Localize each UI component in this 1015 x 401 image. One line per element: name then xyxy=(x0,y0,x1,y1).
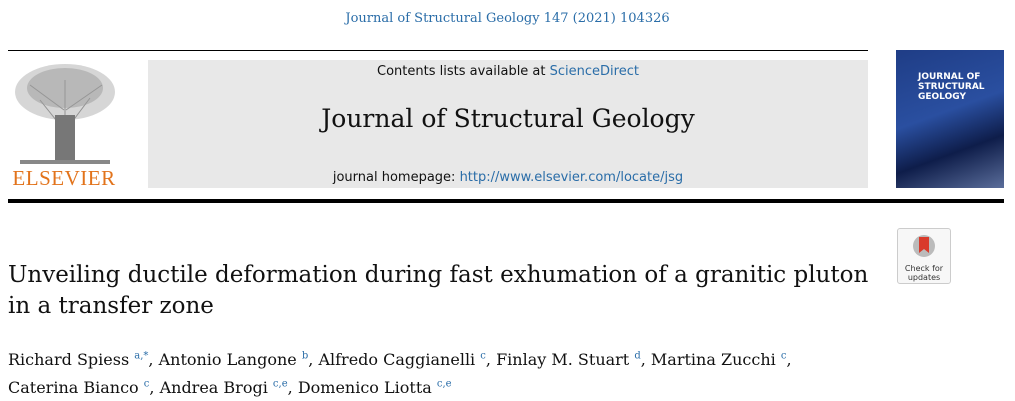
badge-icon xyxy=(913,235,935,257)
author: Richard Spiess a,*, xyxy=(8,350,153,369)
contents-line: Contents lists available at ScienceDirec… xyxy=(148,64,868,79)
rule xyxy=(8,199,1004,203)
cover-title-line: GEOLOGY xyxy=(918,92,966,102)
author: Martina Zucchi c, xyxy=(651,350,792,369)
check-for-updates[interactable]: Check for updates xyxy=(897,228,951,284)
author: Caterina Bianco c, xyxy=(8,378,154,397)
separator: , xyxy=(786,350,792,370)
journal-name[interactable]: Journal of Structural Geology xyxy=(321,104,695,133)
contents-label: Contents lists available at xyxy=(377,64,546,79)
homepage-link[interactable]: http://www.elsevier.com/locate/jsg xyxy=(459,170,684,185)
author-name[interactable]: Finlay M. Stuart xyxy=(496,350,630,370)
article-title: Unveiling ductile deformation during fas… xyxy=(8,262,869,319)
separator: , xyxy=(640,350,646,370)
author-name[interactable]: Martina Zucchi xyxy=(650,350,776,370)
affiliation-mark[interactable]: c xyxy=(780,351,787,362)
affiliation-mark[interactable]: b xyxy=(301,351,309,362)
author-list: Richard Spiess a,*, Antonio Langone b, A… xyxy=(8,345,908,400)
affiliation-mark[interactable]: c xyxy=(143,378,150,390)
badge-text: Check for updates xyxy=(898,264,950,282)
author: Domenico Liotta c,e xyxy=(298,378,452,397)
journal-cover[interactable]: JOURNAL OF STRUCTURAL GEOLOGY xyxy=(896,50,1004,188)
author-name[interactable]: Andrea Brogi xyxy=(159,377,268,397)
affiliation-mark[interactable]: c,e xyxy=(272,378,288,390)
author: Finlay M. Stuart d, xyxy=(496,350,646,369)
citation[interactable]: Journal of Structural Geology 147 (2021)… xyxy=(345,11,670,26)
author-name[interactable]: Alfredo Caggianelli xyxy=(318,350,476,370)
affiliation-mark[interactable]: c,e xyxy=(436,378,452,390)
cover-title-line: JOURNAL OF xyxy=(918,72,981,82)
separator: , xyxy=(149,377,155,397)
homepage-line: journal homepage: http://www.elsevier.co… xyxy=(148,170,868,185)
author-name[interactable]: Richard Spiess xyxy=(8,350,130,370)
publisher: ELSEVIER xyxy=(12,166,116,190)
author-name[interactable]: Caterina Bianco xyxy=(8,377,139,397)
affiliation-mark[interactable]: a,* xyxy=(134,351,149,362)
author: Andrea Brogi c,e, xyxy=(160,378,293,397)
author-name[interactable]: Antonio Langone xyxy=(158,350,297,370)
cover-title-line: STRUCTURAL xyxy=(918,82,985,92)
author: Antonio Langone b, xyxy=(159,350,314,369)
separator: , xyxy=(485,350,491,370)
affiliation-mark[interactable]: d xyxy=(634,351,641,362)
author-name[interactable]: Domenico Liotta xyxy=(297,377,432,397)
sciencedirect-link[interactable]: ScienceDirect xyxy=(549,64,639,79)
separator: , xyxy=(287,377,293,397)
cover-title: JOURNAL OF STRUCTURAL GEOLOGY xyxy=(918,72,985,102)
badge-line: updates xyxy=(907,273,941,282)
author: Alfredo Caggianelli c, xyxy=(318,350,491,369)
affiliation-mark[interactable]: c xyxy=(480,351,486,362)
separator: , xyxy=(308,350,314,370)
homepage-label: journal homepage: xyxy=(332,170,456,185)
rule xyxy=(8,50,868,51)
separator: , xyxy=(148,350,154,370)
badge-line: Check for xyxy=(904,264,944,273)
elsevier-logo[interactable] xyxy=(10,60,118,165)
journal-banner: Contents lists available at ScienceDirec… xyxy=(148,60,868,188)
